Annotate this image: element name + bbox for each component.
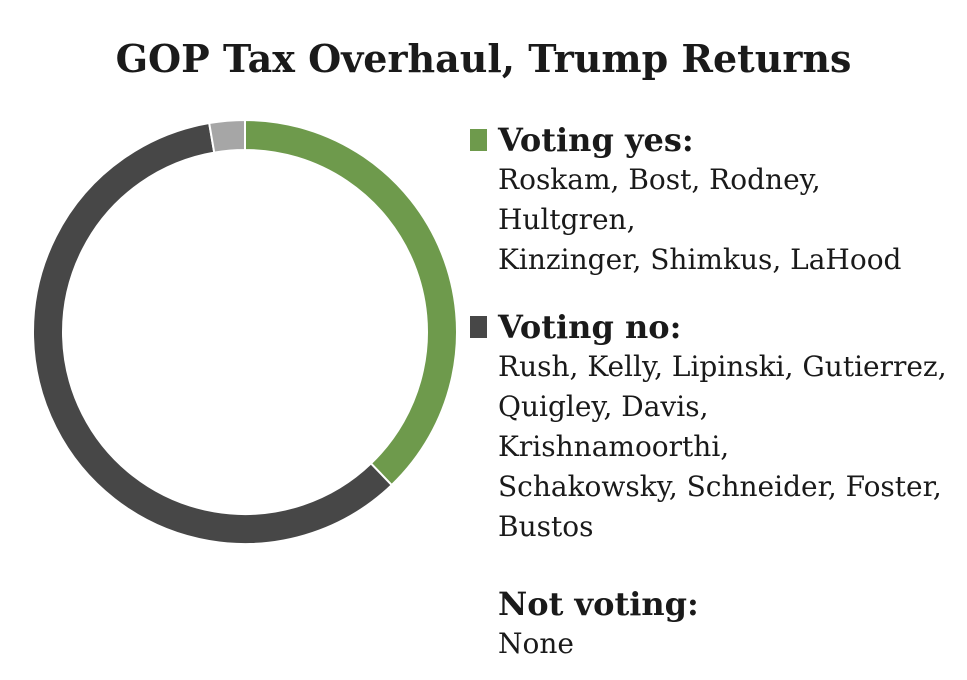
chart-title: GOP Tax Overhaul, Trump Returns: [115, 36, 852, 81]
donut-slice-not-voting: [208, 118, 246, 154]
voting-no-names-line: Bustos: [498, 510, 594, 543]
not-voting-names-line: None: [498, 627, 574, 660]
donut-slice-voting-yes: [244, 118, 458, 487]
voting-no-names-line: Rush, Kelly, Lipinski, Gutierrez,: [498, 350, 947, 383]
voting-yes-label: Voting yes:: [498, 121, 694, 159]
not-voting-label: Not voting:: [498, 585, 699, 623]
donut-slice-voting-no: [32, 121, 394, 545]
donut-chart: [32, 118, 458, 545]
legend-voting-no: Voting no: Rush, Kelly, Lipinski, Gutier…: [470, 307, 948, 547]
voting-no-swatch: [470, 316, 487, 338]
voting-no-label: Voting no:: [498, 308, 682, 346]
voting-yes-names-line: Roskam, Bost, Rodney, Hultgren,: [498, 163, 821, 236]
legend-not-voting: Not voting: None: [470, 584, 948, 664]
voting-no-names-line: Schakowsky, Schneider, Foster,: [498, 470, 942, 503]
legend-voting-yes: Voting yes: Roskam, Bost, Rodney, Hultgr…: [470, 120, 948, 280]
voting-no-names-line: Quigley, Davis, Krishnamoorthi,: [498, 390, 730, 463]
voting-yes-swatch: [470, 129, 487, 151]
voting-yes-names-line: Kinzinger, Shimkus, LaHood: [498, 243, 902, 276]
